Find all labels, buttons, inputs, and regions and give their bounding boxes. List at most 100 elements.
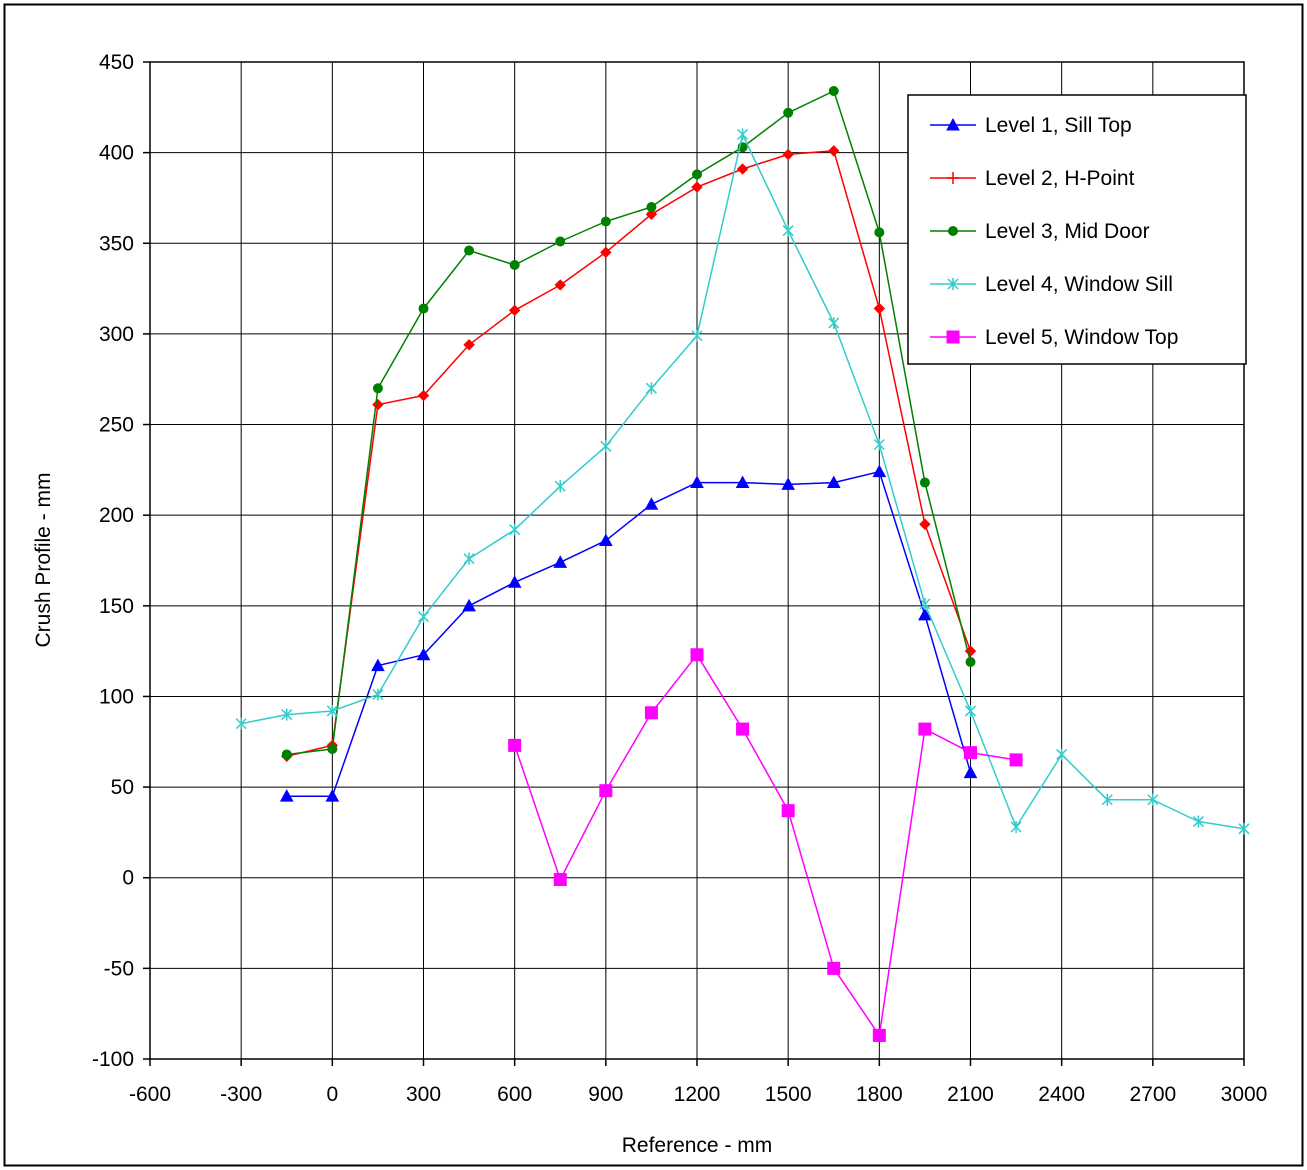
x-tick-label: 300 xyxy=(406,1083,441,1106)
data-point xyxy=(1147,793,1159,806)
data-point xyxy=(508,738,522,752)
data-point xyxy=(874,227,885,238)
data-point xyxy=(554,480,566,493)
data-point xyxy=(644,497,659,510)
series-group xyxy=(235,86,1250,1042)
data-point xyxy=(371,658,385,672)
data-point xyxy=(418,303,429,314)
data-point xyxy=(827,961,841,975)
data-point xyxy=(690,648,704,662)
legend-marker xyxy=(947,172,959,184)
data-point xyxy=(327,744,338,755)
legend-marker xyxy=(947,278,959,290)
data-point xyxy=(553,555,568,568)
y-axis-label: Crush Profile - mm xyxy=(32,472,55,647)
legend-entry: Level 5, Window Top xyxy=(930,326,1178,349)
legend-label: Level 3, Mid Door xyxy=(985,220,1150,243)
x-tick-label: 3000 xyxy=(1221,1083,1268,1106)
data-point xyxy=(509,260,520,271)
data-point xyxy=(692,169,702,180)
x-tick-label: 1500 xyxy=(765,1083,812,1106)
data-point xyxy=(279,789,294,802)
legend-label: Level 1, Sill Top xyxy=(985,114,1132,137)
data-point xyxy=(417,389,430,402)
data-point xyxy=(782,224,794,237)
x-tick-label: 600 xyxy=(497,1083,532,1106)
y-tick-label: 250 xyxy=(99,414,134,437)
data-point xyxy=(826,475,841,489)
data-point xyxy=(736,722,750,736)
x-tick-label: 2400 xyxy=(1038,1083,1085,1106)
data-point xyxy=(872,1028,886,1042)
data-point xyxy=(872,464,887,478)
data-point xyxy=(919,598,931,611)
data-point xyxy=(691,181,703,193)
legend-entry: Level 2, H-Point xyxy=(930,167,1135,190)
data-point xyxy=(281,749,292,760)
data-point xyxy=(599,784,613,798)
series-line xyxy=(513,654,1017,1037)
data-point xyxy=(1056,748,1068,761)
data-point xyxy=(1101,793,1113,806)
data-point xyxy=(965,657,976,668)
legend-label: Level 2, H-Point xyxy=(985,167,1135,190)
data-point xyxy=(462,598,476,612)
legend-label: Level 5, Window Top xyxy=(985,326,1178,349)
data-point xyxy=(509,523,521,536)
y-tick-label: 0 xyxy=(122,867,134,890)
x-axis-label: Reference - mm xyxy=(622,1134,773,1157)
series-level-5-window-top xyxy=(508,648,1023,1042)
data-point xyxy=(1009,753,1023,767)
data-point xyxy=(1192,815,1204,828)
y-tick-label: 200 xyxy=(99,504,134,527)
y-tick-label: -50 xyxy=(104,957,134,980)
legend-box xyxy=(907,94,1247,365)
legend-marker xyxy=(948,226,958,236)
data-point xyxy=(416,647,431,661)
data-point xyxy=(963,765,978,779)
plot-frame xyxy=(149,61,1245,1060)
y-tick-label: -100 xyxy=(92,1048,134,1071)
data-point xyxy=(919,477,930,488)
y-tick-label: 50 xyxy=(111,776,134,799)
legend-label: Level 4, Window Sill xyxy=(985,273,1173,296)
data-point xyxy=(507,575,522,588)
data-point xyxy=(600,246,612,259)
data-point xyxy=(281,708,293,721)
y-tick-label: 400 xyxy=(99,142,134,165)
data-point xyxy=(372,688,384,701)
series-level-3-mid-door xyxy=(281,86,976,760)
data-point xyxy=(508,304,521,317)
x-tick-labels: -600 -300 0 300 600 900 1200 1500 1800 2100 2400 27… xyxy=(129,1083,1267,1106)
legend-marker xyxy=(946,330,960,344)
data-point xyxy=(598,533,613,547)
data-point xyxy=(873,438,885,451)
series-level-1-sill-top xyxy=(279,464,978,802)
data-point xyxy=(828,145,840,157)
data-point xyxy=(828,86,839,97)
x-tick-label: 2100 xyxy=(947,1083,994,1106)
data-point xyxy=(1238,822,1250,835)
data-point xyxy=(554,279,566,291)
y-tick-label: 450 xyxy=(99,51,134,74)
x-tick-label: 1800 xyxy=(856,1083,903,1106)
data-point xyxy=(735,475,750,489)
data-point xyxy=(235,717,247,730)
series-line xyxy=(286,90,972,756)
x-tick-label: 1200 xyxy=(674,1083,721,1106)
data-point xyxy=(646,202,657,213)
legend: Level 1, Sill Top Level 2, H-Point Level 3… xyxy=(907,94,1247,365)
data-point xyxy=(1010,820,1022,833)
data-point xyxy=(325,789,340,802)
data-point xyxy=(781,477,796,490)
y-tick-label: 350 xyxy=(99,232,134,255)
legend-marker xyxy=(946,117,960,131)
data-point xyxy=(737,128,749,141)
data-point xyxy=(690,475,704,489)
y-tick-label: 300 xyxy=(99,323,134,346)
data-point xyxy=(372,383,383,394)
series-line xyxy=(286,150,972,758)
data-point xyxy=(691,329,703,342)
y-tick-labels: -100 -50 0 50 100 150 200 250 300 350 400 450 xyxy=(92,51,134,1071)
